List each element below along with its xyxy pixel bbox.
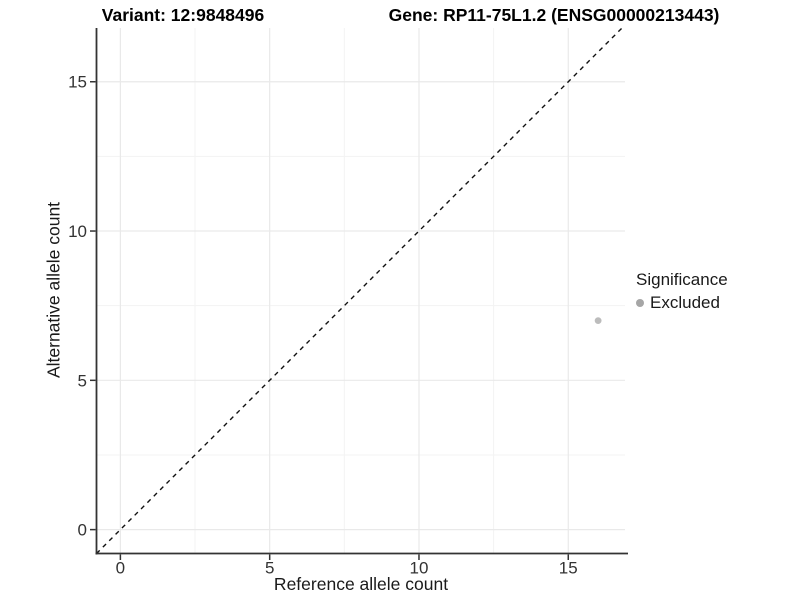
legend-entry: Excluded: [636, 293, 728, 313]
gene-title: Gene: RP11-75L1.2 (ENSG00000213443): [388, 5, 720, 25]
y-tick-label: 0: [78, 521, 87, 540]
legend: Significance Excluded: [636, 270, 728, 313]
identity-dashed-line: [96, 27, 623, 554]
variant-title: Variant: 12:9848496: [101, 5, 265, 25]
x-tick-label: 0: [116, 559, 125, 578]
x-tick-label: 10: [410, 559, 429, 578]
y-tick-label: 5: [78, 371, 87, 390]
x-axis-title: Reference allele count: [273, 574, 449, 594]
legend-point-icon: [636, 299, 644, 307]
legend-entry-label: Excluded: [650, 293, 720, 312]
x-tick-label: 15: [559, 559, 578, 578]
data-point: [594, 317, 602, 325]
y-tick-label: 15: [68, 73, 87, 92]
y-tick-label: 10: [68, 222, 87, 241]
x-tick-label: 5: [265, 559, 274, 578]
y-axis-title: Alternative allele count: [43, 201, 64, 379]
legend-title: Significance: [636, 270, 728, 289]
